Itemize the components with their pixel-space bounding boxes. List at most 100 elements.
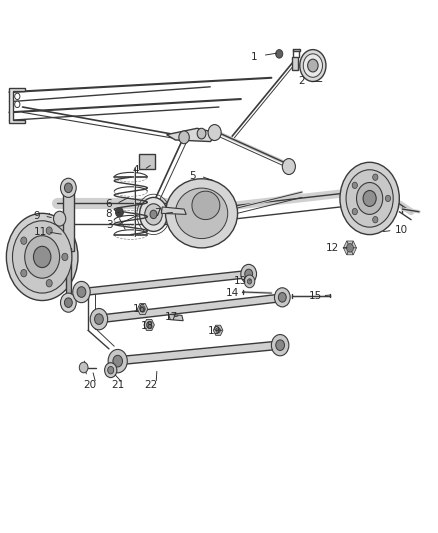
Circle shape	[140, 306, 145, 312]
Polygon shape	[350, 241, 357, 248]
Polygon shape	[139, 155, 155, 169]
Circle shape	[244, 275, 255, 288]
Polygon shape	[292, 56, 297, 70]
Circle shape	[113, 356, 123, 367]
Circle shape	[46, 279, 52, 287]
Text: 18: 18	[140, 321, 154, 331]
Circle shape	[108, 350, 127, 373]
Circle shape	[300, 50, 326, 82]
Circle shape	[346, 169, 393, 227]
Polygon shape	[350, 248, 357, 255]
Circle shape	[197, 128, 206, 139]
Polygon shape	[343, 241, 350, 248]
Circle shape	[352, 182, 357, 189]
Text: 15: 15	[308, 290, 321, 301]
Text: 16: 16	[133, 304, 146, 314]
Polygon shape	[161, 207, 186, 214]
Circle shape	[140, 197, 167, 231]
Polygon shape	[97, 294, 287, 323]
Circle shape	[60, 293, 76, 312]
Circle shape	[60, 178, 76, 197]
Polygon shape	[343, 248, 350, 255]
Text: 2: 2	[299, 77, 305, 86]
Polygon shape	[166, 128, 219, 142]
Circle shape	[352, 208, 357, 215]
Circle shape	[373, 174, 378, 180]
Circle shape	[283, 159, 295, 174]
Circle shape	[385, 195, 391, 201]
Text: 7: 7	[154, 208, 160, 219]
Circle shape	[373, 216, 378, 223]
Circle shape	[77, 287, 86, 297]
Circle shape	[33, 246, 51, 268]
Text: 21: 21	[111, 379, 124, 390]
Circle shape	[272, 335, 289, 356]
Polygon shape	[10, 88, 25, 123]
Polygon shape	[347, 248, 353, 255]
Circle shape	[73, 281, 90, 303]
Circle shape	[105, 363, 117, 377]
Circle shape	[145, 204, 162, 225]
Circle shape	[116, 207, 124, 217]
Circle shape	[64, 183, 72, 192]
Polygon shape	[117, 341, 284, 365]
Circle shape	[46, 227, 52, 235]
Circle shape	[279, 293, 286, 302]
Text: 20: 20	[84, 379, 97, 390]
Polygon shape	[138, 303, 148, 314]
Circle shape	[64, 298, 72, 308]
Text: 5: 5	[190, 171, 196, 181]
Circle shape	[79, 362, 88, 373]
Circle shape	[245, 269, 253, 279]
Circle shape	[208, 125, 221, 141]
Polygon shape	[63, 192, 74, 251]
Circle shape	[275, 288, 290, 307]
Circle shape	[62, 253, 68, 261]
Text: 4: 4	[133, 165, 139, 175]
Text: 19: 19	[208, 326, 221, 336]
Circle shape	[21, 237, 27, 245]
Circle shape	[12, 221, 72, 293]
Polygon shape	[293, 49, 300, 51]
Text: 22: 22	[145, 379, 158, 390]
Polygon shape	[347, 241, 353, 248]
Text: 10: 10	[395, 225, 408, 236]
Polygon shape	[213, 325, 223, 335]
Circle shape	[363, 190, 376, 206]
Circle shape	[95, 314, 103, 325]
Text: 13: 13	[233, 277, 247, 286]
Circle shape	[90, 309, 108, 330]
Circle shape	[276, 50, 283, 58]
Text: 11: 11	[33, 227, 46, 237]
Text: 14: 14	[226, 288, 239, 298]
Ellipse shape	[166, 179, 237, 248]
Circle shape	[25, 236, 60, 278]
Text: 3: 3	[106, 220, 112, 230]
Circle shape	[53, 211, 66, 226]
Text: 6: 6	[106, 199, 112, 209]
Polygon shape	[66, 248, 71, 298]
Circle shape	[247, 279, 252, 284]
Circle shape	[346, 244, 353, 252]
Text: 12: 12	[326, 243, 339, 253]
Circle shape	[241, 264, 257, 284]
Polygon shape	[169, 314, 183, 321]
Circle shape	[303, 54, 322, 77]
Circle shape	[7, 213, 78, 301]
Circle shape	[357, 182, 383, 214]
Polygon shape	[79, 271, 254, 296]
Polygon shape	[192, 191, 220, 220]
Circle shape	[179, 131, 189, 144]
Circle shape	[21, 270, 27, 277]
Circle shape	[150, 210, 157, 219]
Text: 1: 1	[251, 52, 257, 61]
Text: 9: 9	[33, 211, 40, 221]
Circle shape	[147, 322, 152, 328]
Polygon shape	[144, 319, 154, 330]
Text: 17: 17	[164, 312, 177, 322]
Circle shape	[340, 163, 399, 235]
Text: 8: 8	[106, 209, 112, 220]
Circle shape	[307, 59, 318, 72]
Circle shape	[216, 328, 220, 333]
Circle shape	[276, 340, 285, 351]
